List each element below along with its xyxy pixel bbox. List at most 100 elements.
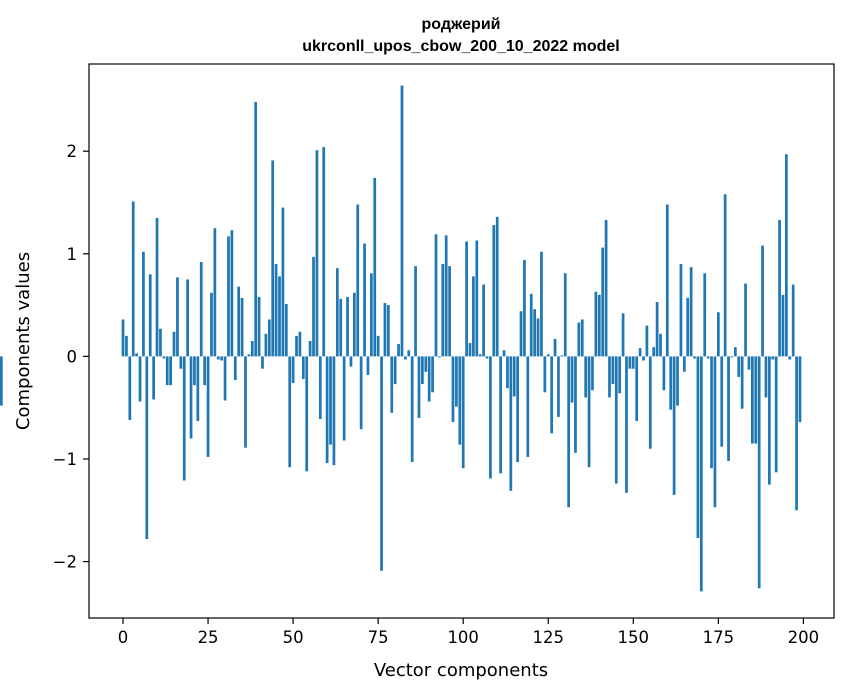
bar [795,356,798,511]
bar [506,356,509,389]
bar [458,356,462,445]
bar [648,356,652,449]
bar [318,356,322,419]
bar [193,356,196,386]
bar [210,292,213,357]
bar [390,356,394,413]
bar [489,356,492,479]
x-tick-label: 0 [118,628,129,647]
bar [267,319,271,357]
bar [155,217,159,357]
bar [502,350,506,357]
bar [563,273,567,357]
bar [465,241,468,357]
bar [771,356,775,360]
bar [716,312,720,357]
bar [142,251,145,357]
bar [329,356,332,445]
x-tick-label: 75 [368,628,389,647]
bar [485,356,489,359]
bar [601,247,605,357]
bar [608,356,611,398]
bar [631,356,635,369]
x-axis-ticks: 0 25 50 75 100 125 150 175 200 [118,618,819,647]
bar [407,350,411,357]
bar [740,356,744,409]
bar [645,325,649,357]
bar [421,356,424,385]
chart-title: роджерий [422,16,501,33]
bar [546,354,550,357]
plot-area-frame [88,63,835,619]
bar [291,356,295,384]
x-axis-label: Vector components [374,660,548,681]
bar [642,356,645,361]
bar [312,256,315,357]
bar [455,356,458,407]
bar [196,356,200,422]
bar [727,356,730,462]
bar [553,338,557,357]
bar [543,356,547,393]
bar [737,356,741,377]
x-tick-label: 175 [703,628,735,647]
bar [169,356,172,386]
bar [761,245,764,357]
bar [240,297,244,357]
bar [424,356,428,372]
bar [335,268,339,357]
bar [359,356,363,430]
bar [662,356,666,391]
bar [148,274,152,357]
bar [580,319,584,357]
bar [696,356,700,538]
bar [706,356,710,359]
bar [325,356,329,464]
bar [730,356,734,358]
bar [128,356,132,420]
bar [315,150,319,357]
bar [499,356,502,474]
bar [179,356,183,369]
bar [574,356,577,453]
bar [220,356,224,361]
bar [747,356,751,370]
bar [628,356,632,369]
bar [625,356,628,493]
bar [621,313,625,357]
bar [611,356,615,385]
bar [244,356,247,448]
bar [591,356,594,391]
bar [699,356,703,592]
bar [516,356,519,463]
bar [557,356,560,417]
bar [529,293,533,357]
bar [584,356,588,398]
bar [0,356,3,406]
bar [410,356,414,463]
y-axis-ticks: −2 −1 0 1 2 [53,142,89,572]
x-tick-label: 50 [283,628,304,647]
bar [785,154,788,357]
bar [159,328,162,357]
bar [397,344,400,357]
bar [614,356,618,484]
y-tick-label: −1 [53,450,77,469]
bar [427,356,431,402]
bar [305,356,309,472]
chart-subtitle: ukrconll_upos_cbow_200_10_2022 model [302,38,619,55]
bar [672,356,676,495]
bar [682,356,686,372]
bar [723,194,727,357]
bar [768,356,771,485]
bar [227,236,230,357]
bar [186,279,190,357]
bar [754,356,758,444]
bar [788,356,792,360]
bar [744,283,747,357]
bar [339,298,343,357]
bar [414,266,417,357]
bar [369,273,373,357]
bar [550,356,554,434]
